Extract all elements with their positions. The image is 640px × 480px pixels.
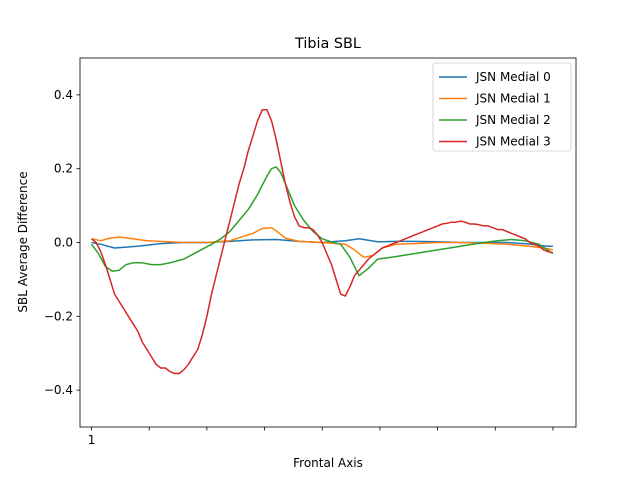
chart-title: Tibia SBL xyxy=(294,36,361,52)
legend-label: JSN Medial 0 xyxy=(475,70,551,84)
legend-label: JSN Medial 2 xyxy=(475,113,551,127)
y-tick-label: −0.4 xyxy=(44,383,73,397)
legend-box xyxy=(432,62,572,152)
series-line-2 xyxy=(90,166,554,277)
series-line-3 xyxy=(91,108,554,375)
legend-label: JSN Medial 3 xyxy=(475,135,551,149)
x-tick-label: 1 xyxy=(88,433,96,447)
series-layer xyxy=(90,108,554,375)
y-tick-label: 0.0 xyxy=(54,236,73,250)
y-axis-label: SBL Average Difference xyxy=(16,171,30,312)
y-tick-label: 0.4 xyxy=(54,88,73,102)
axes-layer: −0.4 −0.2 0.0 0.2 0.4 1 xyxy=(44,57,577,447)
legend: JSN Medial 0 JSN Medial 1 JSN Medial 2 JSN … xyxy=(432,62,572,152)
y-tick-label: −0.2 xyxy=(44,309,73,323)
series-line-1 xyxy=(91,226,554,259)
series-line-0 xyxy=(91,238,553,249)
legend-label: JSN Medial 1 xyxy=(475,92,551,106)
y-tick-label: 0.2 xyxy=(54,162,73,176)
x-axis-label: Frontal Axis xyxy=(293,456,363,470)
